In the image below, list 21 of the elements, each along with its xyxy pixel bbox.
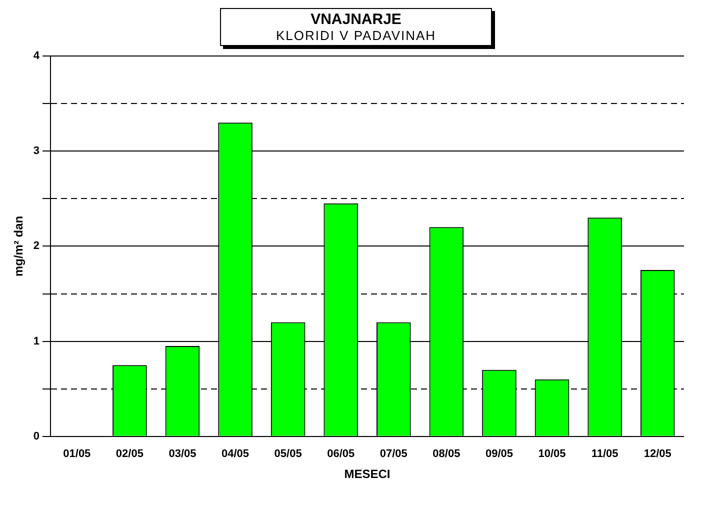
x-tick-label: 03/05 bbox=[168, 448, 196, 460]
y-tick-label: 0 bbox=[33, 430, 40, 442]
x-tick-label: 02/05 bbox=[116, 448, 144, 460]
x-tick-label: 08/05 bbox=[432, 448, 460, 460]
x-tick-label: 12/05 bbox=[644, 448, 672, 460]
x-tick-label: 01/05 bbox=[63, 448, 91, 460]
x-axis-title: MESECI bbox=[344, 467, 390, 482]
y-axis-title: mg/m² dan bbox=[12, 216, 26, 277]
chart-subtitle: KLORIDI V PADAVINAH bbox=[274, 28, 438, 43]
y-tick-label: 1 bbox=[33, 335, 40, 348]
chart-title: VNAJNARJE bbox=[310, 11, 402, 28]
x-tick-label: 10/05 bbox=[538, 448, 566, 460]
x-tick-label: 06/05 bbox=[327, 448, 355, 460]
y-tick-label: 3 bbox=[33, 145, 40, 158]
x-tick-label: 07/05 bbox=[380, 448, 408, 460]
x-tick-label: 11/05 bbox=[591, 448, 618, 460]
y-tick-label: 4 bbox=[33, 50, 40, 62]
x-tick-label: 04/05 bbox=[222, 448, 250, 460]
x-tick-label: 05/05 bbox=[274, 448, 302, 460]
x-tick-label: 09/05 bbox=[485, 448, 513, 460]
y-tick-label: 2 bbox=[33, 240, 40, 252]
